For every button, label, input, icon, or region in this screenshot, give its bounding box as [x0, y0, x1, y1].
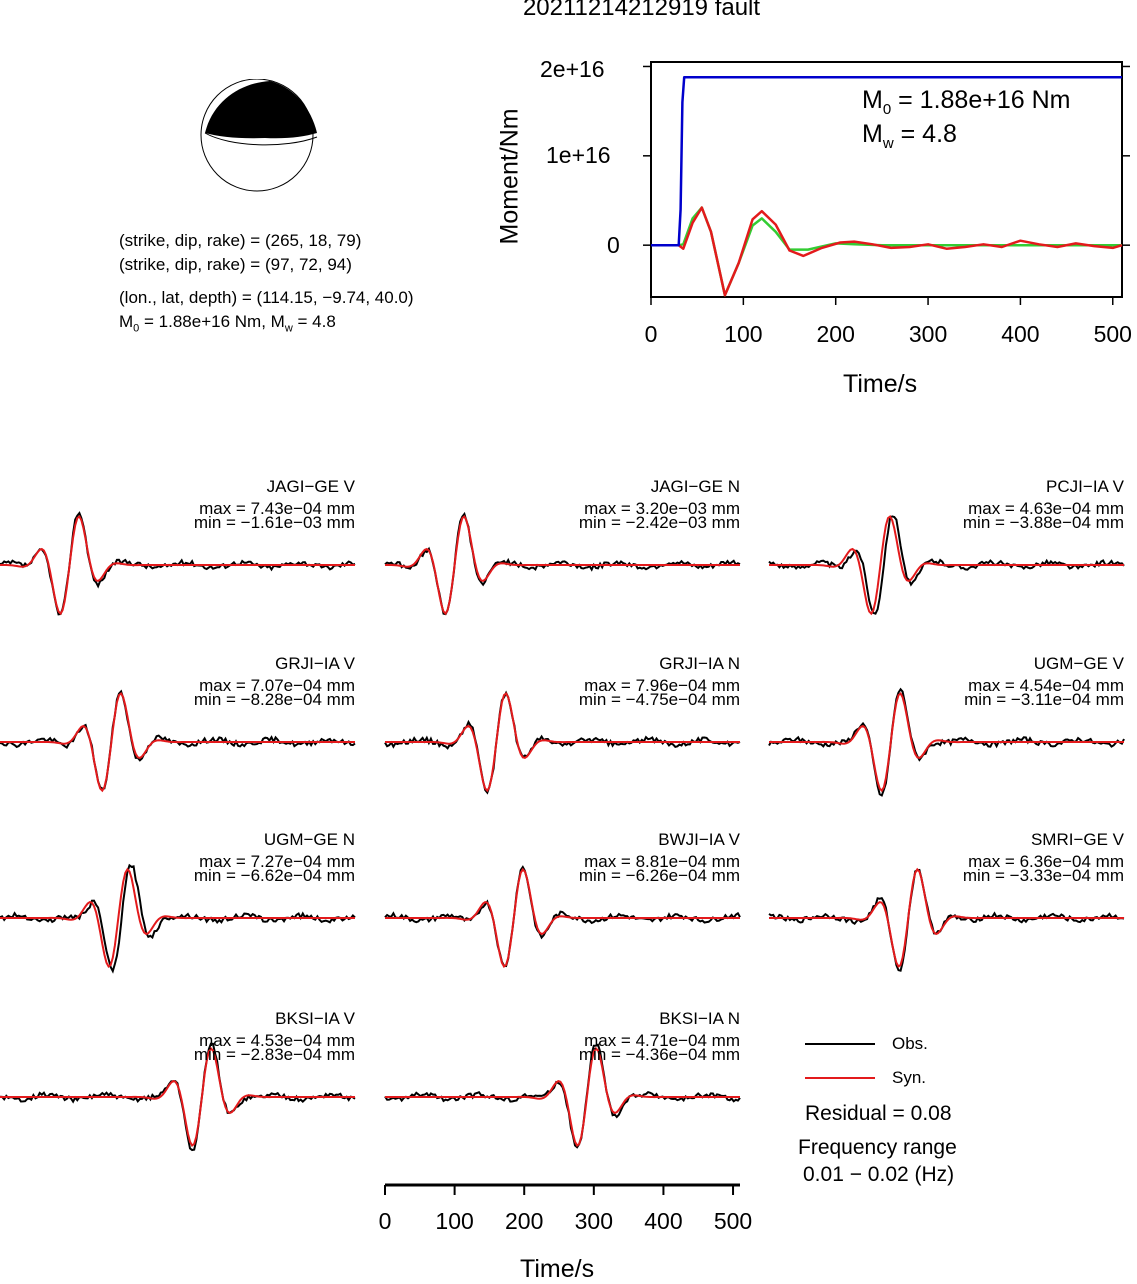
moment-series-cumulative: [651, 75, 1122, 247]
station-max: max = 6.36e−04 mm: [968, 852, 1124, 871]
station-max: max = 8.81e−04 mm: [584, 852, 740, 871]
station-min: min = −2.83e−04 mm: [193, 1045, 355, 1064]
waveform-x-tick-label: 200: [505, 1208, 543, 1234]
compressional-quadrant: [205, 81, 317, 139]
page-title: 20211214212919 fault: [522, 0, 761, 21]
waveform-x-tick-label: 400: [644, 1208, 682, 1234]
station-min: min = −6.62e−04 mm: [193, 866, 355, 885]
syn-trace: [0, 692, 355, 793]
obs-trace: [384, 511, 741, 616]
moment-magnitude-summary: M0 = 1.88e+16 Nm, Mw = 4.8: [119, 312, 336, 335]
station-name: JAGI−GE V: [266, 477, 355, 496]
moment-series-rate_green: [651, 206, 1122, 297]
m0-annotation: M0 = 1.88e+16 Nm: [862, 86, 1071, 118]
station-min: min = −6.26e−04 mm: [578, 866, 740, 885]
legend-syn-line: [805, 1077, 875, 1079]
station-min: min = −3.33e−04 mm: [962, 866, 1124, 885]
waveform-x-axis-label: Time/s: [520, 1255, 595, 1283]
syn-trace: [385, 1046, 740, 1147]
station-name: BWJI−IA V: [658, 830, 740, 849]
station-max: max = 4.53e−04 mm: [199, 1031, 355, 1050]
residual-value: Residual = 0.08: [805, 1102, 952, 1125]
syn-trace: [0, 1046, 355, 1147]
station-min: min = −3.88e−04 mm: [962, 513, 1124, 532]
station-name: BKSI−IA N: [659, 1009, 740, 1028]
x-tick-label: 200: [817, 321, 855, 347]
station-min: min = −3.11e−04 mm: [964, 690, 1124, 709]
obs-trace: [384, 690, 741, 795]
legend-obs-line: [805, 1043, 875, 1045]
x-tick-label: 0: [645, 321, 658, 347]
station-name: GRJI−IA N: [659, 654, 740, 673]
x-tick-label: 100: [724, 321, 762, 347]
station-max: max = 7.07e−04 mm: [199, 676, 355, 695]
legend-syn-label: Syn.: [892, 1068, 927, 1087]
syn-trace: [769, 867, 1124, 968]
moment-series-rate_red: [651, 206, 1123, 297]
moment-plot-frame: [650, 61, 1123, 298]
station-name: PCJI−IA V: [1046, 477, 1124, 496]
waveform-x-tick-label: 500: [714, 1208, 752, 1234]
y-tick-label-2e16: 2e+16: [540, 56, 605, 82]
syn-trace: [0, 867, 355, 968]
moment-chart: 0 100 200 300 400 500: [643, 61, 1132, 347]
x-tick-label: 500: [1094, 321, 1132, 347]
obs-trace: [384, 865, 741, 968]
nodal-plane-1: (strike, dip, rake) = (265, 18, 79): [119, 231, 362, 250]
station-min: min = −4.36e−04 mm: [578, 1045, 740, 1064]
station-min: min = −8.28e−04 mm: [193, 690, 355, 709]
station-max: max = 4.63e−04 mm: [968, 499, 1124, 518]
station-max: max = 7.96e−04 mm: [584, 676, 740, 695]
syn-trace: [385, 867, 740, 968]
syn-trace: [769, 515, 1124, 616]
waveform-panels: 0 100 200 300 400 500: [0, 511, 1125, 1234]
frequency-range-title: Frequency range: [798, 1136, 957, 1159]
syn-trace: [0, 514, 355, 616]
station-max: max = 4.54e−04 mm: [968, 676, 1124, 695]
waveform-x-tick-label: 300: [575, 1208, 613, 1234]
beachball-diagram: [200, 79, 318, 192]
station-max: max = 7.43e−04 mm: [199, 499, 355, 518]
moment-y-axis-label: Moment/Nm: [495, 108, 524, 245]
syn-trace: [385, 692, 740, 793]
station-max: max = 7.27e−04 mm: [199, 852, 355, 871]
x-tick-label: 300: [909, 321, 947, 347]
syn-trace: [384, 514, 740, 616]
hypocenter-location: (lon., lat, depth) = (114.15, −9.74, 40.…: [119, 288, 414, 307]
station-name: JAGI−GE N: [650, 477, 740, 496]
nodal-line: [204, 132, 318, 146]
station-min: min = −2.42e−03 mm: [578, 513, 740, 532]
waveform-x-tick-label: 100: [435, 1208, 473, 1234]
moment-x-axis-label: Time/s: [843, 370, 918, 398]
y-tick-label-1e16: 1e+16: [546, 142, 611, 168]
station-max: max = 3.20e−03 mm: [584, 499, 740, 518]
station-min: min = −1.61e−03 mm: [193, 513, 355, 532]
station-name: UGM−GE V: [1033, 654, 1124, 673]
legend-obs-label: Obs.: [892, 1034, 928, 1053]
syn-trace: [769, 691, 1124, 793]
station-name: SMRI−GE V: [1030, 830, 1124, 849]
frequency-range-value: 0.01 − 0.02 (Hz): [803, 1163, 955, 1186]
station-max: max = 4.71e−04 mm: [584, 1031, 740, 1050]
waveform-x-tick-label: 0: [379, 1208, 392, 1234]
y-tick-label-0: 0: [607, 232, 620, 258]
station-name: BKSI−IA V: [275, 1009, 355, 1028]
nodal-plane-2: (strike, dip, rake) = (97, 72, 94): [119, 255, 352, 274]
x-tick-label: 400: [1001, 321, 1039, 347]
mw-annotation: Mw = 4.8: [862, 120, 957, 152]
station-name: GRJI−IA V: [275, 654, 355, 673]
station-name: UGM−GE N: [263, 830, 355, 849]
station-min: min = −4.75e−04 mm: [578, 690, 740, 709]
